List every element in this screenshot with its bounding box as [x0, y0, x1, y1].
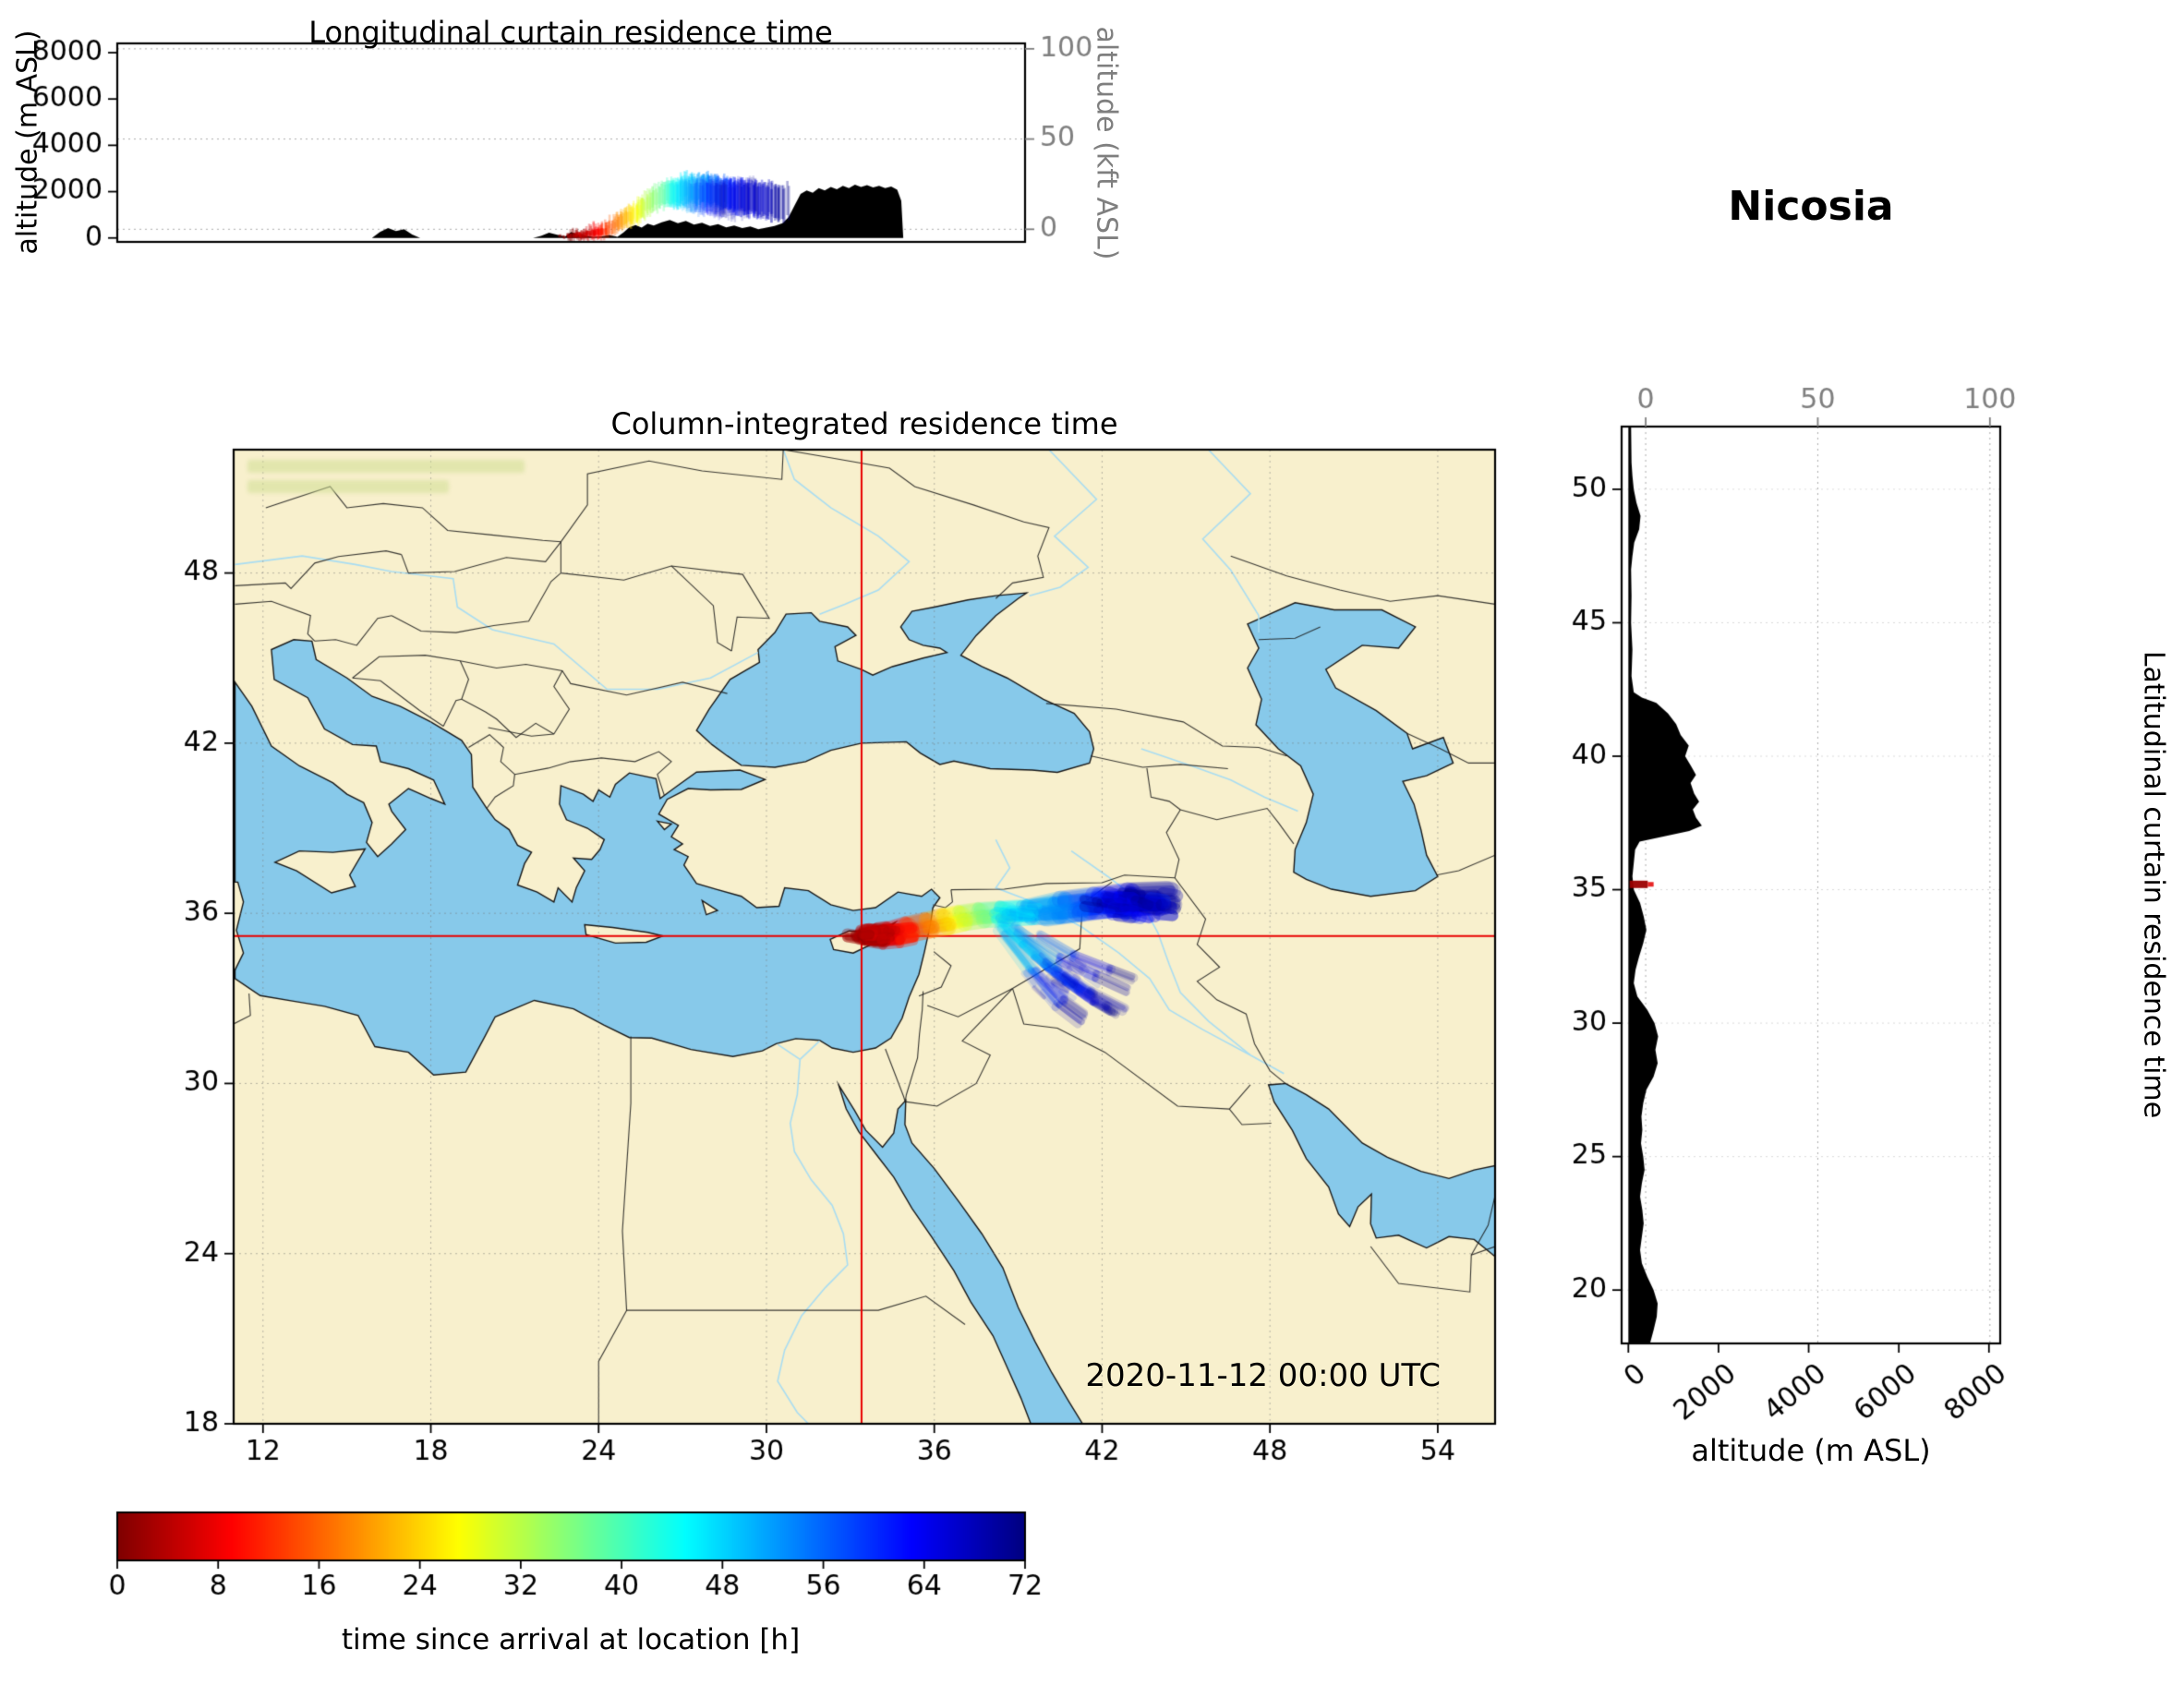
top-panel-ylabel: altitude (m ASL) [11, 30, 44, 255]
right-panel-title: Latitudinal curtain residence time [2137, 650, 2170, 1119]
top-panel-ylabel-right: altitude (kft ASL) [1090, 26, 1123, 260]
station-title: Nicosia [1728, 183, 1894, 230]
top-panel-title: Longitudinal curtain residence time [308, 15, 833, 50]
right-panel-xlabel: altitude (m ASL) [1691, 1433, 1931, 1468]
watermark-line [247, 460, 525, 473]
colorbar-label: time since arrival at location [h] [341, 1623, 801, 1656]
map-title: Column-integrated residence time [610, 406, 1118, 441]
watermark-line [247, 480, 449, 493]
map-datetime: 2020-11-12 00:00 UTC [1085, 1357, 1441, 1394]
